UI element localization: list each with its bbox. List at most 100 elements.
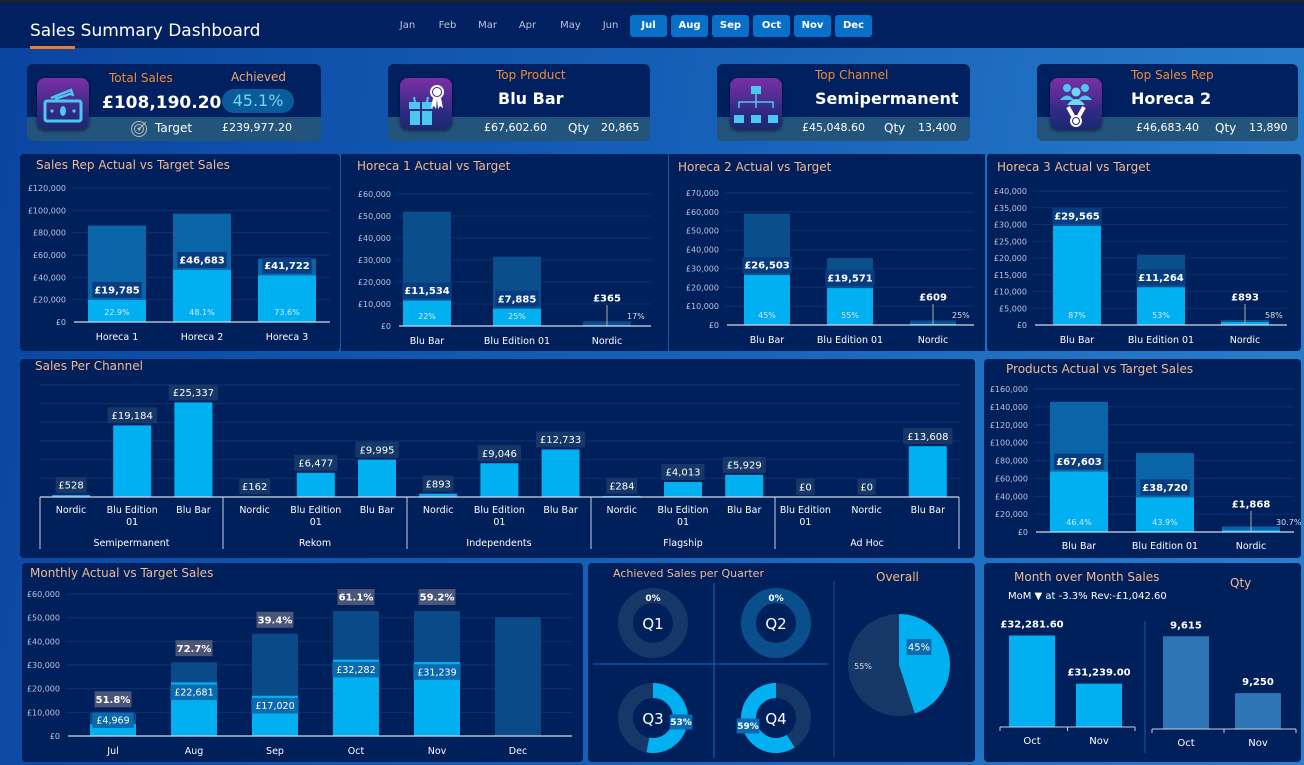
category-label: Nov (428, 746, 447, 757)
month-button-nov[interactable]: Nov (794, 15, 831, 37)
month-button-feb[interactable]: Feb (438, 20, 457, 31)
cash-icon (37, 78, 89, 130)
y-tick-label: £20,000 (994, 254, 1027, 263)
pct-label: 59.2% (420, 593, 455, 604)
quarter-pct: 0% (645, 594, 660, 604)
category-label: Blu Edition 01 (657, 505, 708, 528)
group-label: Semipermanent (93, 538, 169, 549)
value-label: £284 (609, 482, 634, 493)
y-tick-label: £40,000 (686, 246, 719, 255)
value-label-bg (422, 475, 454, 492)
value-label: £11,264 (1138, 273, 1184, 284)
value-label: £12,733 (540, 435, 581, 446)
pie-label-achieved-bg (906, 639, 932, 655)
revenue-value-label: £31,239.00 (1067, 668, 1130, 679)
value-label-bg (661, 464, 705, 481)
month-button-mar[interactable]: Mar (478, 20, 497, 31)
total-sales-value: £108,190.20 (102, 93, 222, 113)
value-label: £1,868 (1232, 500, 1271, 511)
chart-title: Horeca 3 Actual vs Target (997, 160, 1151, 174)
horeca2-chart-panel: Horeca 2 Actual vs Target £0 £10,000 £20,0… (668, 154, 985, 351)
quarter-pct-bg (669, 714, 693, 730)
achieved-pill: 45.1% (222, 89, 294, 113)
month-button-aug[interactable]: Aug (671, 15, 708, 37)
top-channel-qty: 13,400 (918, 121, 957, 134)
value-label-bg (796, 479, 815, 495)
month-button-oct[interactable]: Oct (753, 15, 790, 37)
pct-label: 22.9% (104, 308, 130, 317)
quarter-pct: 53% (670, 718, 692, 728)
category-label: Blu Edition 01 (107, 505, 158, 528)
actual-bar (173, 269, 231, 322)
channel-bar (174, 402, 213, 497)
category-label: Nordic (1236, 541, 1267, 552)
y-tick-label: £20,000 (27, 685, 60, 694)
month-button-may[interactable]: May (560, 20, 581, 31)
overall-title: Overall (876, 570, 919, 584)
kpi-top-sales-rep: Top Sales Rep Horeca 2 £46,683.40 Qty 13… (1037, 64, 1298, 141)
y-tick-label: £50,000 (686, 227, 719, 236)
category-label: Dec (509, 746, 527, 757)
value-label: £528 (58, 481, 83, 492)
top-channel-value: £45,048.60 (802, 121, 865, 134)
sales-per-channel-panel: Sales Per Channel Semipermanent £528 Nordi… (20, 359, 975, 558)
y-tick-label: £20,000 (995, 510, 1028, 519)
top-rep-name: Horeca 2 (1131, 89, 1212, 108)
qty-label: Qty (568, 121, 590, 135)
y-tick-label: £40,000 (33, 273, 66, 282)
category-label: Blu Edition 01 (484, 336, 550, 347)
y-tick-label: £70,000 (686, 189, 719, 198)
y-tick-label: £30,000 (994, 221, 1027, 230)
y-tick-label: £80,000 (33, 229, 66, 238)
quarter-pct: 0% (768, 594, 783, 604)
category-label: Nordic (607, 505, 638, 516)
category-label: Nordic (423, 505, 454, 516)
quarter-label: Q3 (642, 710, 663, 728)
top-rep-qty: 13,890 (1249, 121, 1288, 134)
horeca1-chart: £0 £10,000 £20,000 £30,000 £40,000 £50,000 £60… (358, 190, 651, 347)
pct-label: 45% (758, 311, 776, 320)
sales-rep-chart-panel: Sales Rep Actual vs Target Sales £0 £20,0… (20, 154, 340, 351)
horeca3-chart: £0 £5,000 £10,000 £15,000 £20,000 £25,000 £30,… (994, 187, 1287, 346)
top-channel-label: Top Channel (815, 68, 889, 82)
value-label: £9,046 (482, 449, 517, 460)
y-tick-label: £60,000 (27, 590, 60, 599)
qty-label: Qty (1215, 121, 1237, 135)
pct-label: 22% (418, 312, 436, 321)
value-label: £893 (1231, 293, 1259, 304)
month-button-jun[interactable]: Jun (602, 20, 619, 31)
pct-label: 48.1% (189, 308, 215, 317)
donut-remaining (741, 588, 811, 658)
channel-bar (664, 482, 702, 497)
mom-change-text: MoM ▼ at -3.3% Rev:-£1,042.60 (1008, 591, 1167, 602)
value-label: £0 (799, 483, 812, 494)
pct-label: 30.7% (1276, 518, 1301, 527)
pct-label-bg (337, 589, 375, 606)
value-label-bg (332, 661, 380, 678)
month-button-jan[interactable]: Jan (399, 20, 416, 31)
channel-bar (725, 474, 764, 497)
month-button-sep[interactable]: Sep (712, 15, 749, 37)
category-label: Blu Bar (911, 505, 946, 516)
month-button-jul[interactable]: Jul (630, 15, 667, 37)
quarter-label: Q2 (765, 615, 786, 633)
category-label: Aug (185, 746, 204, 757)
qty-value-label: 9,615 (1170, 620, 1202, 631)
pct-label: 17% (627, 312, 645, 321)
channel-bar (52, 495, 90, 497)
y-tick-label: £20,000 (686, 283, 719, 292)
channel-bar (419, 493, 458, 497)
category-label: Oct (1177, 738, 1194, 749)
value-label-bg (355, 441, 399, 458)
value-label-bg (722, 456, 766, 473)
chart-title: Products Actual vs Target Sales (1006, 362, 1194, 376)
category-label: Nov (1248, 738, 1268, 749)
actual-bar (744, 275, 790, 325)
category-label: Sep (266, 746, 284, 757)
total-sales-label: Total Sales (109, 71, 173, 85)
value-label-bg (239, 478, 270, 495)
y-tick-label: £20,000 (358, 278, 391, 287)
month-button-apr[interactable]: Apr (518, 20, 537, 31)
value-label-bg (857, 479, 876, 495)
month-button-dec[interactable]: Dec (835, 15, 872, 37)
